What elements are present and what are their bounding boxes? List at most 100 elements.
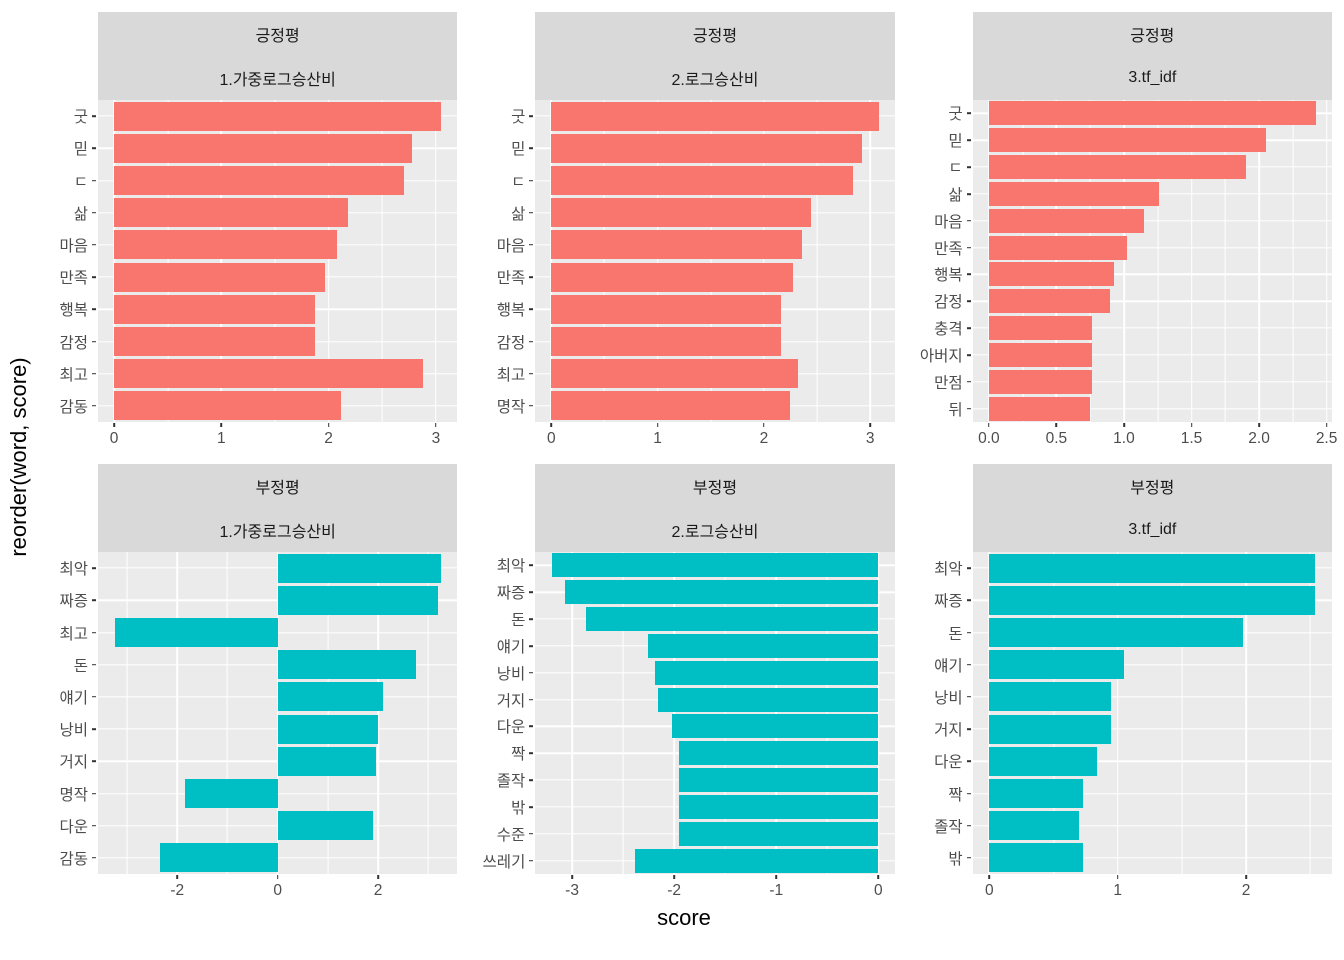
gridline-minor [1022, 100, 1024, 422]
y-tick-mark [966, 760, 971, 763]
gridline-horizontal [972, 857, 1332, 859]
y-tick-label: 낭비 [59, 722, 88, 740]
y-tick-mark [966, 193, 971, 195]
x-tick-label: 2 [759, 430, 769, 447]
x-tick-label: 0.5 [1045, 430, 1068, 447]
y-tick-mark [966, 567, 971, 569]
y-tick-mark [92, 372, 96, 375]
gridline-horizontal [98, 792, 458, 795]
y-tick-mark [966, 631, 971, 634]
gridline-minor [274, 100, 276, 422]
x-tick-label: 0 [985, 882, 994, 899]
facet-pos-weighted-log-odds: 긍정평 1.가중로그승산비 굿 믿 ㄷ 삶 마음 만족 행복 감정 최고 감동 0 1 2 3 [36, 12, 458, 448]
y-tick-label: 밖 [511, 799, 526, 817]
y-tick-label: 믿 [73, 141, 88, 159]
x-tick-mark [1325, 423, 1328, 427]
y-tick-mark [92, 405, 96, 407]
y-tick-label: 감정 [59, 334, 88, 352]
y-tick-label: 얘기 [934, 657, 963, 675]
bar [679, 741, 879, 766]
y-tick-label: 감정 [496, 334, 526, 352]
y-tick-mark [529, 372, 534, 375]
x-axis-ticks: 0 1 2 3 [535, 422, 894, 448]
y-tick-mark [529, 276, 534, 278]
x-tick-mark [550, 423, 553, 427]
x-tick-label: -3 [565, 882, 579, 899]
bar [551, 553, 879, 578]
facet-strip-method-label: 3.tf_idf [972, 56, 1332, 100]
x-tick-label: 0 [273, 882, 282, 899]
bar [989, 843, 1083, 873]
y-tick-mark [92, 308, 96, 311]
y-tick-label: ㄷ [511, 173, 526, 191]
gridline-major [1116, 552, 1119, 874]
gridline-minor [710, 100, 712, 422]
x-tick-label: -1 [769, 882, 784, 899]
bar [988, 396, 1091, 421]
y-tick-mark [92, 276, 96, 278]
gridline-horizontal [972, 824, 1332, 827]
bar [551, 101, 879, 131]
plot-panel [972, 552, 1332, 874]
bar [184, 779, 278, 808]
y-tick-mark [92, 567, 96, 569]
y-tick-mark [529, 179, 534, 182]
gridline-major [571, 552, 573, 874]
facet-strip-method-label: 2.로그승산비 [535, 508, 895, 552]
gridline-major [673, 552, 675, 874]
gridline-major [877, 552, 880, 874]
gridline-minor [126, 552, 128, 874]
x-tick-label: 2 [1241, 882, 1251, 899]
facet-strip-sentiment-label: 부정평 [535, 464, 895, 508]
gridline-minor [227, 552, 228, 874]
y-tick-mark [92, 244, 96, 246]
y-tick-label: 낭비 [934, 689, 963, 707]
bar [551, 327, 781, 356]
x-tick-label: 0 [874, 882, 883, 899]
y-tick-mark [529, 859, 534, 862]
y-axis-title: reorder(word, score) [6, 356, 31, 557]
bar [277, 553, 441, 583]
bar [988, 208, 1145, 233]
gridline-horizontal [972, 246, 1332, 249]
bar [277, 811, 373, 841]
x-tick-mark [775, 875, 778, 879]
x-tick-label: 0 [109, 430, 119, 447]
bar [277, 714, 379, 744]
y-tick-label: 믿 [948, 133, 963, 151]
bar [114, 359, 423, 389]
gridline-horizontal [972, 273, 1332, 276]
y-tick-mark [529, 405, 534, 407]
y-tick-label: 짝 [948, 786, 963, 804]
y-tick-label: 돈 [511, 612, 526, 630]
x-tick-label: 2.0 [1248, 430, 1270, 447]
gridline-major [869, 100, 871, 422]
y-tick-label: 만족 [934, 240, 963, 258]
gridline-minor [826, 552, 828, 874]
bar [988, 128, 1266, 153]
gridline-minor [1292, 100, 1294, 422]
y-tick-mark [92, 115, 96, 117]
x-tick-label: -2 [667, 882, 682, 899]
gridline-minor [1309, 552, 1311, 874]
bar [551, 198, 811, 228]
y-tick-mark [529, 564, 534, 567]
plot-panel [972, 100, 1332, 422]
x-tick-mark [763, 423, 765, 427]
gridline-minor [1053, 552, 1054, 874]
y-tick-label: 졸작 [496, 773, 526, 791]
gridline-major [1325, 100, 1328, 422]
bar [989, 714, 1112, 744]
bar [989, 585, 1316, 615]
facet-neg-tf-idf: 부정평 3.tf_idf 최악 짜증 돈 얘기 낭비 거지 다운 짝 졸작 밖 0 1 2 [911, 464, 1332, 900]
bar [114, 133, 413, 163]
bar [277, 682, 384, 712]
x-tick-mark [988, 875, 991, 879]
bar [679, 794, 879, 819]
y-tick-mark [966, 663, 971, 666]
y-tick-label: 만족 [496, 270, 526, 288]
y-tick-label: 최악 [496, 558, 526, 576]
gridline-major [775, 552, 778, 874]
gridline-minor [1224, 100, 1226, 422]
